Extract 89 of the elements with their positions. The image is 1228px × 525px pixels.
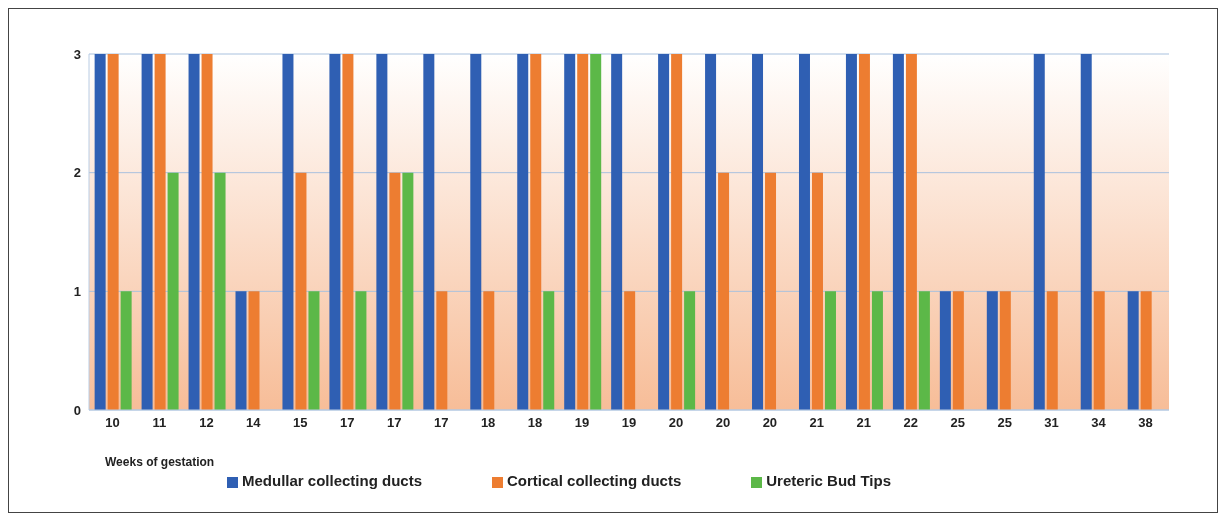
bar xyxy=(530,54,542,410)
bar xyxy=(1127,291,1139,410)
bar xyxy=(952,291,964,410)
bar xyxy=(94,54,106,410)
bar xyxy=(798,54,810,410)
bar xyxy=(684,291,696,410)
bar xyxy=(308,291,320,410)
bar xyxy=(765,172,777,410)
bar xyxy=(564,54,576,410)
bar xyxy=(248,291,260,410)
x-tick-label: 18 xyxy=(527,415,543,431)
x-tick-label: 19 xyxy=(574,415,590,431)
bar xyxy=(1033,54,1045,410)
x-tick-label: 38 xyxy=(1138,415,1153,431)
bar xyxy=(658,54,670,410)
bar xyxy=(167,172,179,410)
bar xyxy=(705,54,717,410)
x-axis-title: Weeks of gestation xyxy=(105,455,215,469)
bar xyxy=(1093,291,1105,410)
bar xyxy=(611,54,623,410)
bar xyxy=(824,291,836,410)
bar xyxy=(590,54,602,410)
bar xyxy=(1080,54,1092,410)
bar xyxy=(752,54,764,410)
y-tick-label: 3 xyxy=(73,46,81,62)
legend-label: Medullar collecting ducts xyxy=(242,472,423,489)
bar xyxy=(999,291,1011,410)
x-tick-label: 21 xyxy=(809,415,825,431)
bar xyxy=(517,54,529,410)
bar xyxy=(577,54,589,410)
bar xyxy=(282,54,294,410)
bar xyxy=(329,54,341,410)
bar xyxy=(214,172,226,410)
bar xyxy=(141,54,153,410)
x-tick-label: 20 xyxy=(668,415,684,431)
bar xyxy=(811,172,823,410)
x-tick-label: 25 xyxy=(950,415,965,431)
x-tick-label: 22 xyxy=(903,415,918,431)
x-tick-label: 18 xyxy=(480,415,496,431)
x-tick-label: 14 xyxy=(246,415,262,431)
bar xyxy=(235,291,247,410)
y-tick-label: 2 xyxy=(73,165,81,181)
bar xyxy=(423,54,435,410)
bar xyxy=(624,291,636,410)
bar xyxy=(918,291,930,410)
bar xyxy=(858,54,870,410)
x-tick-label: 21 xyxy=(856,415,872,431)
legend-label: Cortical collecting ducts xyxy=(507,472,682,489)
bar xyxy=(436,291,448,410)
bar xyxy=(1140,291,1152,410)
x-tick-label: 17 xyxy=(340,415,355,431)
bar xyxy=(905,54,917,410)
x-tick-label: 31 xyxy=(1044,415,1059,431)
bar xyxy=(671,54,683,410)
x-tick-label: 34 xyxy=(1091,415,1107,431)
bar xyxy=(402,172,414,410)
bar xyxy=(1046,291,1058,410)
bar xyxy=(188,54,200,410)
bar xyxy=(483,291,495,410)
bar xyxy=(543,291,555,410)
legend-label: Ureteric Bud Tips xyxy=(766,472,891,489)
y-tick-label: 0 xyxy=(73,402,81,418)
bar xyxy=(389,172,401,410)
bar xyxy=(154,54,166,410)
bar xyxy=(718,172,730,410)
x-tick-label: 10 xyxy=(105,415,120,431)
bar xyxy=(295,172,307,410)
x-tick-label: 20 xyxy=(715,415,731,431)
bar xyxy=(470,54,482,410)
x-tick-label: 19 xyxy=(621,415,637,431)
x-tick-label: 17 xyxy=(433,415,449,431)
bar xyxy=(342,54,354,410)
bar xyxy=(939,291,951,410)
bar xyxy=(986,291,998,410)
x-tick-label: 25 xyxy=(997,415,1012,431)
bar xyxy=(107,54,119,410)
x-tick-label: 12 xyxy=(199,415,214,431)
x-tick-label: 17 xyxy=(386,415,402,431)
x-tick-label: 20 xyxy=(762,415,778,431)
x-tick-label: 11 xyxy=(152,415,167,431)
bar xyxy=(845,54,857,410)
y-tick-label: 1 xyxy=(73,283,81,299)
bar xyxy=(355,291,367,410)
bar xyxy=(376,54,388,410)
bar xyxy=(201,54,213,410)
x-tick-label: 15 xyxy=(293,415,308,431)
bar xyxy=(892,54,904,410)
bar xyxy=(871,291,883,410)
bar xyxy=(120,291,132,410)
